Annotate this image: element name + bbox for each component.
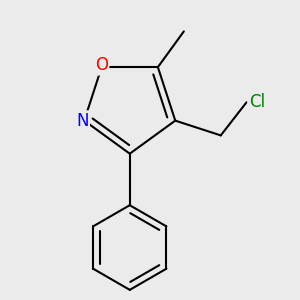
Text: O: O (95, 56, 108, 74)
Text: N: N (76, 112, 89, 130)
Text: Cl: Cl (249, 93, 265, 111)
